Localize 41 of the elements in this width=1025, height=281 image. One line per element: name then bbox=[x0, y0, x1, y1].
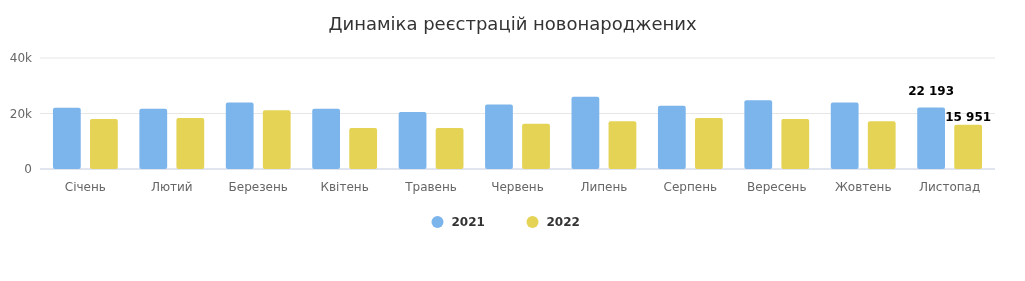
bar bbox=[830, 102, 859, 169]
bar bbox=[225, 102, 254, 169]
bar bbox=[867, 121, 896, 169]
x-tick-label: Квітень bbox=[320, 180, 369, 194]
bar bbox=[90, 119, 118, 169]
bar bbox=[139, 108, 168, 169]
y-tick-label: 0 bbox=[24, 162, 32, 176]
bar bbox=[312, 108, 341, 169]
bar bbox=[744, 100, 773, 169]
data-label: 15 951 bbox=[945, 109, 992, 124]
bar bbox=[398, 112, 427, 169]
legend-label: 2022 bbox=[546, 215, 580, 229]
bar bbox=[176, 117, 205, 169]
y-tick-label: 20k bbox=[9, 106, 33, 121]
bar bbox=[571, 96, 600, 169]
chart-title: Динаміка реєстрацій новонароджених bbox=[328, 13, 697, 34]
bar bbox=[522, 123, 550, 169]
bar bbox=[262, 110, 291, 169]
bar bbox=[917, 107, 945, 169]
bar bbox=[435, 127, 464, 169]
legend-label: 2021 bbox=[451, 215, 485, 229]
y-tick-label: 40k bbox=[9, 51, 33, 65]
x-tick-label: Травень bbox=[404, 180, 457, 194]
x-tick-label: Серпень bbox=[663, 180, 718, 194]
x-tick-label: Червень bbox=[491, 180, 544, 194]
x-tick-label: Жовтень bbox=[834, 180, 892, 194]
bar bbox=[954, 124, 983, 169]
bar bbox=[694, 117, 723, 169]
x-tick-label: Лютий bbox=[150, 180, 193, 194]
x-tick-label: Січень bbox=[64, 180, 106, 194]
x-tick-label: Березень bbox=[228, 180, 288, 194]
bar bbox=[608, 121, 637, 169]
x-tick-label: Листопад bbox=[919, 180, 981, 194]
bar bbox=[485, 104, 513, 169]
bar bbox=[781, 119, 810, 169]
x-tick-label: Вересень bbox=[747, 180, 807, 194]
bar bbox=[657, 105, 686, 169]
data-label: 22 193 bbox=[908, 84, 955, 99]
bar bbox=[349, 127, 378, 169]
x-tick-label: Липень bbox=[580, 180, 628, 194]
bar bbox=[52, 107, 81, 169]
